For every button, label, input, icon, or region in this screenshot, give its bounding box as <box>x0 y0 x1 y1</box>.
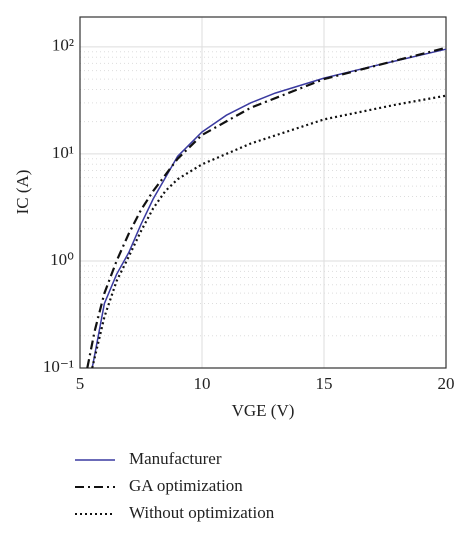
y-tick-label: 10² <box>52 36 74 55</box>
y-tick-label: 10¹ <box>52 143 74 162</box>
y-tick-label: 10⁰ <box>50 250 74 269</box>
legend-label: Without optimization <box>129 503 275 522</box>
x-tick-label: 10 <box>194 374 211 393</box>
x-axis-label: VGE (V) <box>232 401 295 420</box>
x-tick-label: 15 <box>316 374 333 393</box>
y-tick-label: 10⁻¹ <box>43 357 74 376</box>
plot-frame <box>79 16 447 369</box>
series-line <box>91 94 447 369</box>
y-axis-label: IC (A) <box>13 170 32 215</box>
series-line <box>91 48 447 369</box>
x-tick-label: 5 <box>76 374 85 393</box>
x-tick-label: 20 <box>438 374 455 393</box>
legend-label: Manufacturer <box>129 449 222 468</box>
series-line <box>86 46 447 369</box>
legend-label: GA optimization <box>129 476 243 495</box>
